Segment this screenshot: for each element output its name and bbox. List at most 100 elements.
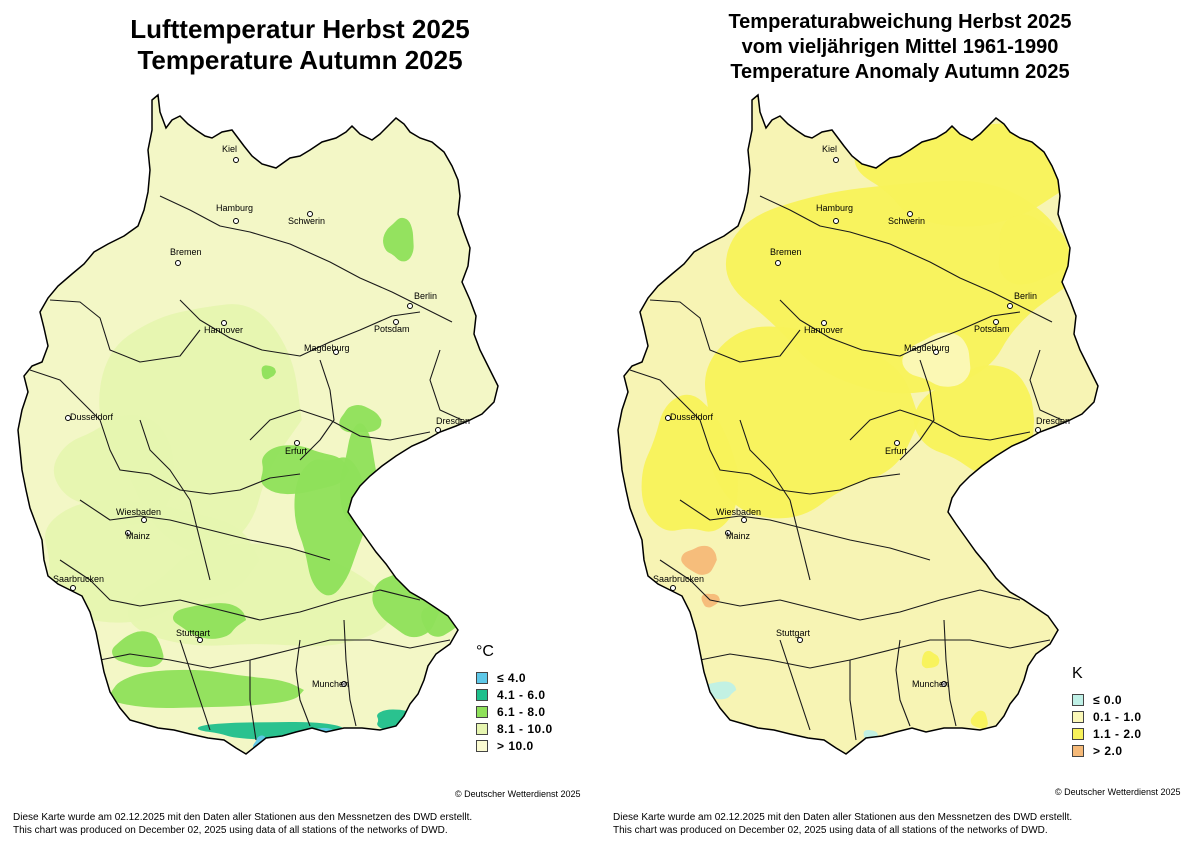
city-marker [125,530,131,536]
city-label: Stuttgart [176,628,211,638]
river-line [849,409,1031,441]
city-marker [833,157,839,163]
city-marker [833,218,839,224]
rivers-and-borders [629,195,1063,741]
city-label: Kiel [222,144,237,154]
city-label: Dresden [436,416,470,426]
zone-2 [921,650,940,669]
river-line [679,499,931,561]
city-marker [393,319,399,325]
city-marker [341,681,347,687]
zone-2 [109,669,304,709]
footer-german: Diese Karte wurde am 02.12.2025 mit den … [613,812,1073,823]
city-marker [665,415,671,421]
legend-swatch [1072,710,1084,723]
city-marker [233,218,239,224]
city-marker [221,320,227,326]
city-label: Stuttgart [776,628,811,638]
river-line [649,299,801,363]
city-label: Hannover [804,325,843,335]
legend-swatch [476,688,488,701]
city-marker [933,349,939,355]
germany-anomaly-map: Kiel Hamburg Schwerin Bremen Berlin Potsdam Ha… [617,93,1099,755]
river-line [99,639,451,669]
river-line [849,660,857,741]
city-label: Schwerin [288,216,325,226]
river-line [895,639,911,727]
legend-swatch [1072,693,1084,706]
anomaly-map-title: Temperaturabweichung Herbst 2025 vom vie… [600,10,1200,85]
legend-label: 1.1 - 2.0 [1093,726,1142,741]
city-label: Mainz [126,531,151,541]
city-marker [741,517,747,523]
city-label: Dresden [1036,416,1070,426]
copyright-text: © Deutscher Wetterdienst 2025 [1055,787,1181,797]
legend-swatch [1072,744,1084,757]
footer-english: This chart was produced on December 02, … [613,825,1048,836]
zone-2 [913,365,1035,475]
city-label: Hamburg [816,203,853,213]
river-line [943,619,957,727]
city-label: Hannover [204,325,243,335]
river-line [179,639,211,731]
copyright-text: © Deutscher Wetterdienst 2025 [455,789,581,799]
city-label: Dusseldorf [670,412,714,422]
river-line [429,349,463,421]
footer-note: Diese Karte wurde am 02.12.2025 mit den … [613,811,1072,837]
city-label: Wiesbaden [116,507,161,517]
city-marker [307,211,313,217]
city-marker [197,637,203,643]
river-line [629,369,751,475]
zone-2 [970,710,988,729]
river-line [59,559,421,621]
river-line [79,499,331,561]
city-label: Wiesbaden [716,507,761,517]
city-label: Magdeburg [904,343,950,353]
legend-entry: > 10.0 [476,737,553,754]
zone-2 [383,217,414,262]
temperature-legend: °C ≤ 4.0 4.1 - 6.0 6.1 - 8.0 8.1 - 10.0 > 10… [476,643,553,754]
river-line [739,419,811,581]
temperature-map-panel: Lufttemperatur Herbst 2025 Temperature A… [13,14,581,836]
city-label: Magdeburg [304,343,350,353]
river-line [149,473,301,495]
color-zones [44,217,462,753]
city-marker [294,440,300,446]
city-label: Berlin [414,291,437,301]
legend-entry: ≤ 0.0 [1072,691,1142,708]
river-line [699,639,1051,669]
city-marker [941,681,947,687]
river-line [295,639,311,727]
river-line [29,369,151,475]
zone-1 [902,332,971,387]
city-label: Schwerin [888,216,925,226]
city-marker [233,157,239,163]
city-label: Saarbrucken [653,574,704,584]
legend-entry: 4.1 - 6.0 [476,686,553,703]
city-marker [435,427,441,433]
anomaly-map-panel: Temperaturabweichung Herbst 2025 vom vie… [600,0,1200,848]
germany-border [17,93,499,755]
river-line [779,639,811,731]
city-marker [907,211,913,217]
river-line [159,195,453,323]
city-marker [821,320,827,326]
city-label: Hamburg [216,203,253,213]
legend-swatch [1072,727,1084,740]
zone-1 [377,709,430,731]
city-marker [670,585,676,591]
legend-label: > 2.0 [1093,743,1123,758]
footer-english: This chart was produced on December 02, … [13,825,448,836]
legend-label: ≤ 0.0 [1093,692,1123,707]
zone-2 [112,631,164,668]
river-line [179,299,421,357]
river-line [249,409,431,441]
rivers-and-borders [29,195,463,741]
title-line-3: Temperature Anomaly Autumn 2025 [730,61,1070,83]
legend-entry: 8.1 - 10.0 [476,720,553,737]
legend-entry: 1.1 - 2.0 [1072,725,1142,742]
legend-label: 6.1 - 8.0 [497,704,546,719]
zone-2 [339,405,382,433]
zone-3 [681,545,717,575]
city-label: Potsdam [974,324,1010,334]
